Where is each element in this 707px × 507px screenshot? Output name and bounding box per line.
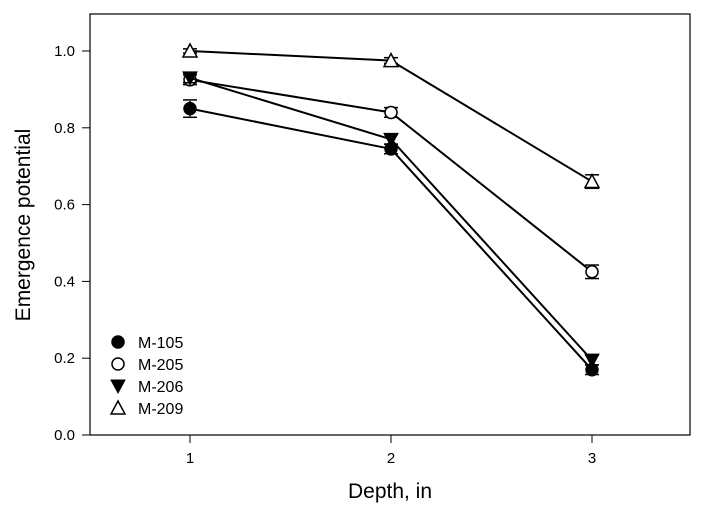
legend-label: M-105: [138, 335, 183, 352]
x-tick-label: 3: [588, 450, 596, 467]
legend-item: M-205: [111, 357, 183, 374]
y-tick-label: 0.2: [54, 350, 75, 367]
x-tick-label: 1: [186, 450, 194, 467]
y-tick-label: 1.0: [54, 43, 75, 60]
y-tick-label: 0.8: [54, 120, 75, 137]
legend-marker: [109, 399, 127, 415]
legend-marker: [111, 335, 125, 349]
x-axis-label: Depth, in: [348, 480, 432, 503]
series-M-205: [183, 73, 599, 280]
y-tick-label: 0.4: [54, 273, 75, 290]
data-point: [183, 101, 197, 116]
data-point: [382, 52, 400, 68]
legend-item: M-105: [111, 335, 183, 352]
y-axis-label: Emergence potential: [12, 129, 35, 322]
series-M-206: [182, 71, 600, 369]
data-point: [181, 42, 199, 58]
data-point: [383, 132, 399, 148]
data-point: [182, 71, 198, 86]
plot-frame: [89, 13, 691, 436]
data-point: [384, 105, 398, 120]
legend-label: M-205: [138, 357, 183, 374]
legend-item: M-209: [109, 399, 183, 418]
y-tick-label: 0.0: [54, 427, 75, 444]
x-tick-label: 2: [387, 450, 395, 467]
legend-marker: [111, 357, 125, 371]
legend-marker: [110, 379, 126, 395]
data-point: [585, 265, 599, 279]
y-tick-label: 0.6: [54, 197, 75, 214]
data-point: [583, 172, 601, 189]
legend-label: M-206: [138, 379, 183, 396]
data-point: [584, 353, 600, 369]
legend-label: M-209: [138, 401, 183, 418]
legend-item: M-206: [110, 379, 183, 396]
series-M-209: [181, 42, 601, 190]
